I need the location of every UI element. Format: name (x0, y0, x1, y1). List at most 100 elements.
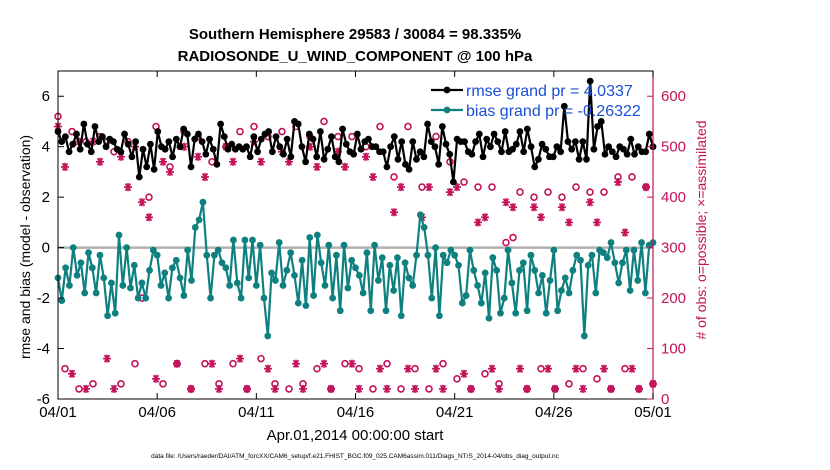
rmse-point (150, 166, 158, 173)
obs-assimilated-marker (621, 228, 629, 237)
rmse-point (298, 143, 306, 151)
rmse-point (427, 138, 435, 146)
rmse-point (353, 130, 361, 138)
bias-point (626, 287, 634, 294)
bias-point (531, 266, 539, 274)
y-right-tick-label: 400 (661, 189, 686, 206)
obs-assimilated-marker (572, 364, 580, 373)
obs-assimilated-marker (593, 218, 601, 227)
obs-assimilated-marker (376, 364, 384, 373)
bias-point (199, 198, 207, 206)
rmse-point (135, 173, 143, 181)
obs-assimilated-marker (327, 384, 335, 393)
rmse-point (549, 153, 557, 161)
rmse-point (198, 138, 206, 146)
bias-point (233, 279, 241, 287)
legend-swatch-marker (443, 106, 451, 114)
bias-point (466, 246, 474, 254)
rmse-point (316, 128, 324, 135)
rmse-point (372, 143, 380, 151)
rmse-point (575, 155, 583, 163)
bias-point (592, 289, 600, 297)
rmse-point (475, 130, 483, 138)
rmse-point (501, 128, 509, 135)
obs-possible-marker (285, 385, 293, 393)
obs-assimilated-marker (614, 178, 622, 186)
rmse-point (191, 135, 199, 143)
obs-assimilated-marker (642, 183, 650, 192)
obs-assimilated-marker (516, 364, 524, 373)
bias-point (622, 246, 630, 254)
rmse-point (213, 160, 221, 168)
obs-assimilated-marker (586, 198, 594, 207)
bias-point (603, 254, 611, 262)
obs-possible-marker (145, 193, 153, 201)
obs-assimilated-marker (299, 384, 307, 393)
bias-point (516, 266, 523, 274)
rmse-point (586, 77, 594, 85)
obs-possible-marker (628, 173, 636, 181)
obs-possible-marker (250, 122, 258, 131)
y-left-tick-label: -6 (37, 391, 50, 408)
bias-point (188, 277, 195, 284)
obs-possible-marker (453, 375, 461, 383)
obs-assimilated-marker (439, 384, 447, 393)
obs-possible-marker (369, 385, 377, 393)
y-left-tick-label: 4 (42, 139, 50, 156)
obs-possible-marker (509, 233, 517, 242)
rmse-point (612, 153, 620, 161)
obs-possible-marker (229, 359, 237, 368)
bias-point (512, 309, 520, 317)
bias-point (500, 294, 508, 302)
rmse-point (634, 143, 642, 151)
rmse-point (58, 138, 66, 146)
obs-assimilated-marker (635, 384, 643, 393)
bias-point (195, 216, 203, 224)
bias-point (481, 269, 489, 277)
rmse-point (132, 138, 140, 146)
rmse-point (331, 153, 339, 161)
obs-possible-marker (257, 354, 265, 363)
rmse-point (560, 102, 568, 110)
bias-point (264, 332, 272, 340)
obs-possible-marker (593, 375, 601, 383)
rmse-point (169, 153, 176, 161)
obs-assimilated-marker (257, 157, 265, 166)
obs-possible-marker (159, 380, 167, 388)
bias-point (317, 259, 325, 267)
obs-possible-marker (376, 122, 384, 131)
bias-point (283, 266, 291, 274)
chart-title-line-2: RADIOSONDE_U_WIND_COMPONENT @ 100 hPa (178, 48, 533, 65)
obs-assimilated-marker (61, 162, 69, 171)
legend-entry: bias grand pr = -0.26322 (466, 103, 641, 120)
rmse-point (283, 135, 291, 143)
data-file-footer: data file: /Users/raeder/DAI/ATM_forcXX/… (151, 453, 560, 460)
rmse-point (409, 138, 417, 146)
rmse-point (313, 153, 321, 161)
bias-point (584, 261, 592, 269)
rmse-point (450, 178, 457, 186)
bias-point (268, 269, 275, 277)
bias-point (489, 254, 497, 262)
obs-possible-marker (488, 183, 496, 191)
obs-assimilated-marker (565, 218, 573, 227)
obs-assimilated-marker (103, 354, 111, 363)
obs-assimilated-marker (425, 183, 433, 192)
bias-point (226, 282, 234, 289)
bias-point (569, 266, 577, 274)
bias-point (230, 236, 237, 244)
obs-assimilated-marker (243, 384, 251, 393)
rmse-point (442, 140, 450, 148)
bias-point (313, 231, 321, 239)
bias-point (104, 312, 111, 320)
x-tick-label: 05/01 (634, 404, 672, 421)
bias-point (542, 309, 550, 317)
bias-point (69, 244, 77, 252)
bias-point (333, 251, 340, 259)
bias-point (378, 254, 386, 262)
obs-possible-marker (404, 122, 412, 131)
chart-title-line-1: Southern Hemisphere 29583 / 30084 = 98.3… (189, 26, 521, 43)
bias-point (428, 294, 436, 302)
obs-assimilated-marker (341, 162, 349, 171)
rmse-point (498, 148, 505, 156)
